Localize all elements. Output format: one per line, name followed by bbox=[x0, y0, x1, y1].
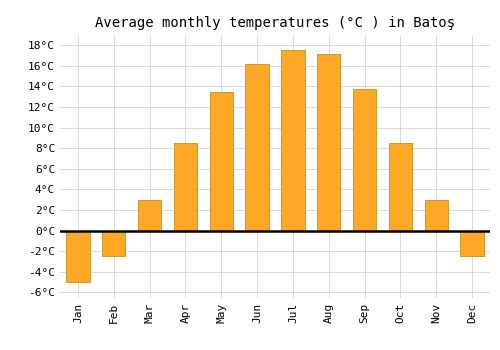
Bar bbox=[460, 231, 483, 256]
Bar bbox=[317, 54, 340, 231]
Bar bbox=[246, 64, 268, 231]
Bar bbox=[282, 50, 304, 231]
Bar bbox=[102, 231, 126, 256]
Bar bbox=[424, 200, 448, 231]
Bar bbox=[66, 231, 90, 282]
Bar bbox=[353, 89, 376, 231]
Bar bbox=[210, 92, 233, 231]
Title: Average monthly temperatures (°C ) in Batoş: Average monthly temperatures (°C ) in Ba… bbox=[95, 16, 455, 30]
Bar bbox=[389, 143, 412, 231]
Bar bbox=[174, 143, 197, 231]
Bar bbox=[138, 200, 161, 231]
